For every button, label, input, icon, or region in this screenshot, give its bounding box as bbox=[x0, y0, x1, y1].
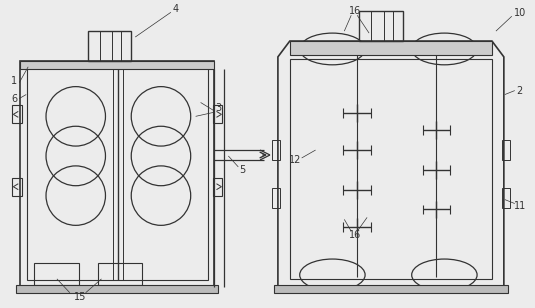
Text: 15: 15 bbox=[73, 292, 86, 302]
Bar bbox=[16, 285, 218, 293]
Bar bbox=[20, 61, 215, 287]
Bar bbox=[97, 263, 142, 285]
Bar bbox=[12, 178, 22, 196]
Bar bbox=[272, 188, 280, 208]
Bar bbox=[274, 285, 508, 293]
Text: 2: 2 bbox=[517, 86, 523, 95]
Bar bbox=[12, 105, 22, 123]
Text: 1: 1 bbox=[11, 76, 17, 86]
Bar bbox=[20, 61, 215, 69]
Text: 16: 16 bbox=[349, 230, 361, 240]
Bar bbox=[88, 31, 131, 61]
Text: 4: 4 bbox=[173, 4, 179, 14]
Bar bbox=[290, 59, 492, 279]
Bar bbox=[502, 140, 510, 160]
Text: 6: 6 bbox=[11, 94, 17, 103]
Bar bbox=[27, 68, 208, 280]
Text: 16: 16 bbox=[349, 6, 361, 16]
Bar bbox=[359, 11, 403, 41]
Bar bbox=[272, 140, 280, 160]
Bar bbox=[212, 178, 223, 196]
Text: 3: 3 bbox=[216, 103, 221, 113]
Text: 5: 5 bbox=[239, 165, 246, 175]
Bar bbox=[290, 41, 492, 55]
Bar bbox=[212, 105, 223, 123]
Text: 10: 10 bbox=[514, 8, 526, 18]
Bar bbox=[34, 263, 79, 285]
Bar bbox=[502, 188, 510, 208]
Text: 12: 12 bbox=[288, 155, 301, 165]
Text: 11: 11 bbox=[514, 201, 526, 211]
